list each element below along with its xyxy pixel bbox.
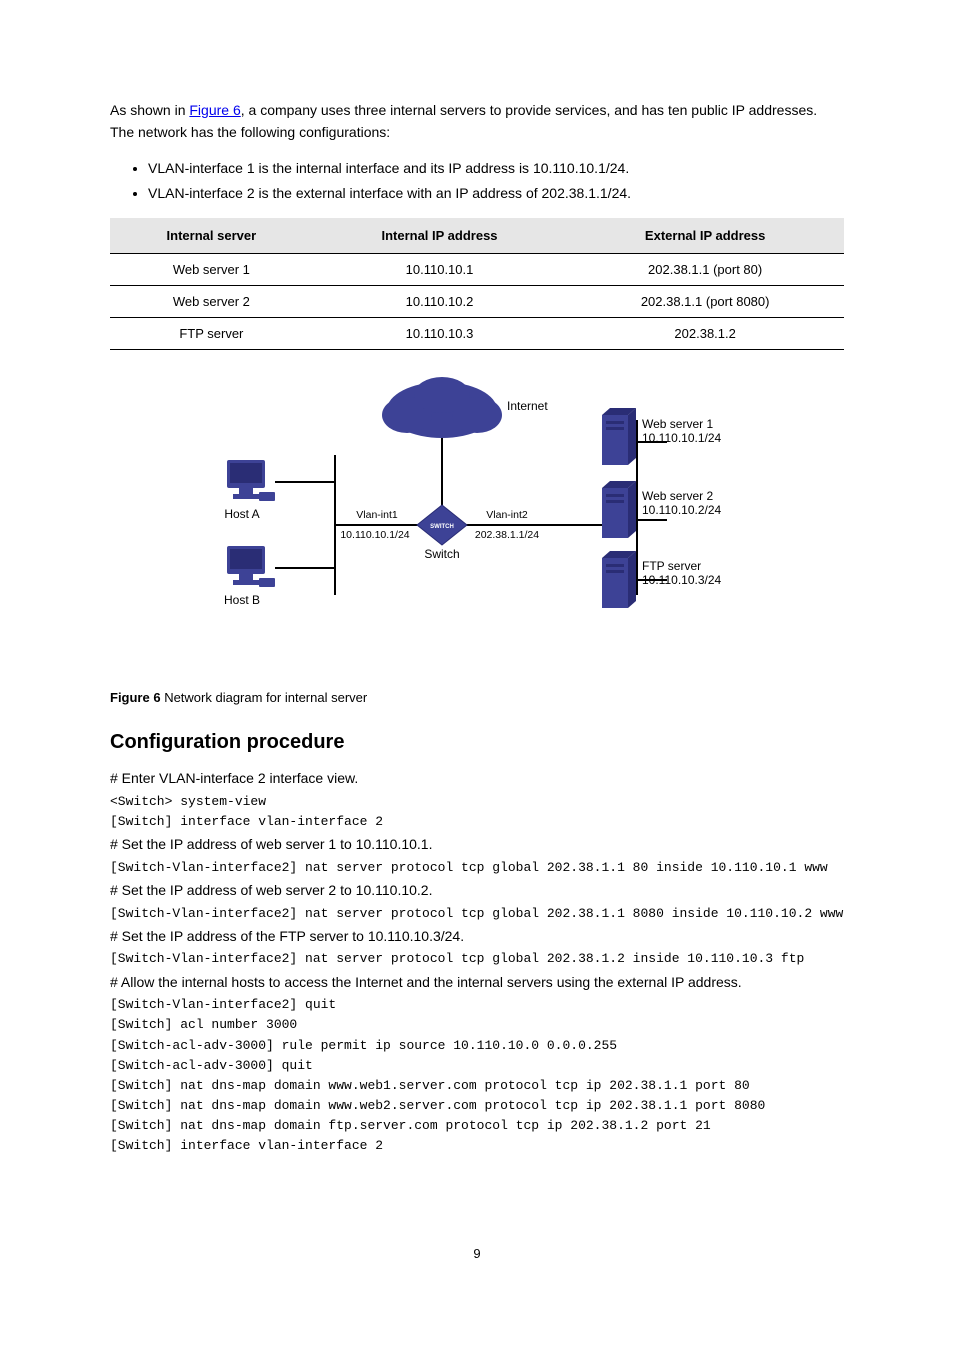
page-number: 9 — [110, 1246, 844, 1261]
cmd-line: [Switch] nat dns-map domain ftp.server.c… — [110, 1116, 844, 1136]
ftp-label: FTP server — [642, 559, 701, 573]
network-diagram: Internet SWITCH Switch Vlan-int1 10.110.… — [110, 370, 844, 670]
web2-label: Web server 2 — [642, 489, 713, 503]
cmd-line: [Switch] interface vlan-interface 2 — [110, 1136, 844, 1156]
cmd-line: [Switch] acl number 3000 — [110, 1015, 844, 1035]
diagram-svg: Internet SWITCH Switch Vlan-int1 10.110.… — [207, 370, 747, 670]
cmd-line: [Switch-acl-adv-3000] rule permit ip sou… — [110, 1036, 844, 1056]
table-cell: 10.110.10.3 — [313, 318, 567, 350]
figure-link[interactable]: Figure 6 — [189, 102, 240, 118]
table-row: Web server 1 10.110.10.1 202.38.1.1 (por… — [110, 254, 844, 286]
table-header: External IP address — [566, 218, 844, 254]
switch-label: Switch — [424, 547, 459, 561]
step-comment: # Enter VLAN-interface 2 interface view. — [110, 768, 844, 790]
table-header: Internal IP address — [313, 218, 567, 254]
if-right-ip: 202.38.1.1/24 — [475, 529, 539, 541]
if-right-label: Vlan-int2 — [486, 509, 528, 521]
host-b-label: Host B — [224, 593, 260, 607]
table-cell: Web server 2 — [110, 286, 313, 318]
table-header: Internal server — [110, 218, 313, 254]
bullet-item: VLAN-interface 1 is the internal interfa… — [148, 157, 844, 179]
page: As shown in Figure 6, a company uses thr… — [0, 0, 954, 1334]
svg-text:SWITCH: SWITCH — [430, 524, 454, 530]
host-a-label: Host A — [224, 507, 259, 521]
cmd-line: [Switch-Vlan-interface2] nat server prot… — [110, 904, 844, 924]
step-comment: # Set the IP address of web server 1 to … — [110, 834, 844, 856]
server-table: Internal server Internal IP address Exte… — [110, 218, 844, 350]
table-cell: FTP server — [110, 318, 313, 350]
figure-caption: Figure 6 Network diagram for internal se… — [110, 690, 844, 705]
caption-prefix: Figure 6 — [110, 690, 164, 705]
host-a-icon — [227, 460, 275, 501]
intro-paragraph: As shown in Figure 6, a company uses thr… — [110, 100, 844, 143]
table-cell: 202.38.1.1 (port 8080) — [566, 286, 844, 318]
table-cell: Web server 1 — [110, 254, 313, 286]
web1-ip: 10.110.10.1/24 — [642, 431, 722, 445]
intro-text-before: As shown in — [110, 102, 189, 118]
table-cell: 10.110.10.2 — [313, 286, 567, 318]
bullet-item: VLAN-interface 2 is the external interfa… — [148, 182, 844, 204]
step-comment: # Set the IP address of the FTP server t… — [110, 926, 844, 948]
caption-text: Network diagram for internal server — [164, 690, 367, 705]
config-bullets: VLAN-interface 1 is the internal interfa… — [110, 157, 844, 204]
cloud-icon — [382, 377, 502, 438]
steps-block: # Enter VLAN-interface 2 interface view.… — [110, 768, 844, 1156]
cmd-line: [Switch] nat dns-map domain www.web2.ser… — [110, 1096, 844, 1116]
host-b-icon — [227, 546, 275, 587]
web1-label: Web server 1 — [642, 417, 713, 431]
cmd-line: [Switch] nat dns-map domain www.web1.ser… — [110, 1076, 844, 1096]
cmd-line: <Switch> system-view — [110, 792, 844, 812]
if-left-ip: 10.110.10.1/24 — [340, 529, 409, 541]
section-heading: Configuration procedure — [110, 731, 844, 754]
switch-icon: SWITCH — [417, 505, 467, 545]
cmd-line: [Switch-Vlan-interface2] nat server prot… — [110, 949, 844, 969]
step-comment: # Allow the internal hosts to access the… — [110, 972, 844, 994]
cmd-line: [Switch-acl-adv-3000] quit — [110, 1056, 844, 1076]
cloud-label: Internet — [507, 399, 548, 413]
table-cell: 202.38.1.2 — [566, 318, 844, 350]
cmd-line: [Switch-Vlan-interface2] quit — [110, 995, 844, 1015]
table-row: FTP server 10.110.10.3 202.38.1.2 — [110, 318, 844, 350]
table-row: Web server 2 10.110.10.2 202.38.1.1 (por… — [110, 286, 844, 318]
step-comment: # Set the IP address of web server 2 to … — [110, 880, 844, 902]
web-server-2-icon — [602, 481, 636, 538]
table-cell: 202.38.1.1 (port 80) — [566, 254, 844, 286]
ftp-server-icon — [602, 551, 636, 608]
if-left-label: Vlan-int1 — [356, 509, 398, 521]
web-server-1-icon — [602, 408, 636, 465]
cmd-line: [Switch-Vlan-interface2] nat server prot… — [110, 858, 844, 878]
web2-ip: 10.110.10.2/24 — [642, 503, 722, 517]
table-cell: 10.110.10.1 — [313, 254, 567, 286]
cmd-line: [Switch] interface vlan-interface 2 — [110, 812, 844, 832]
ftp-ip: 10.110.10.3/24 — [642, 573, 722, 587]
